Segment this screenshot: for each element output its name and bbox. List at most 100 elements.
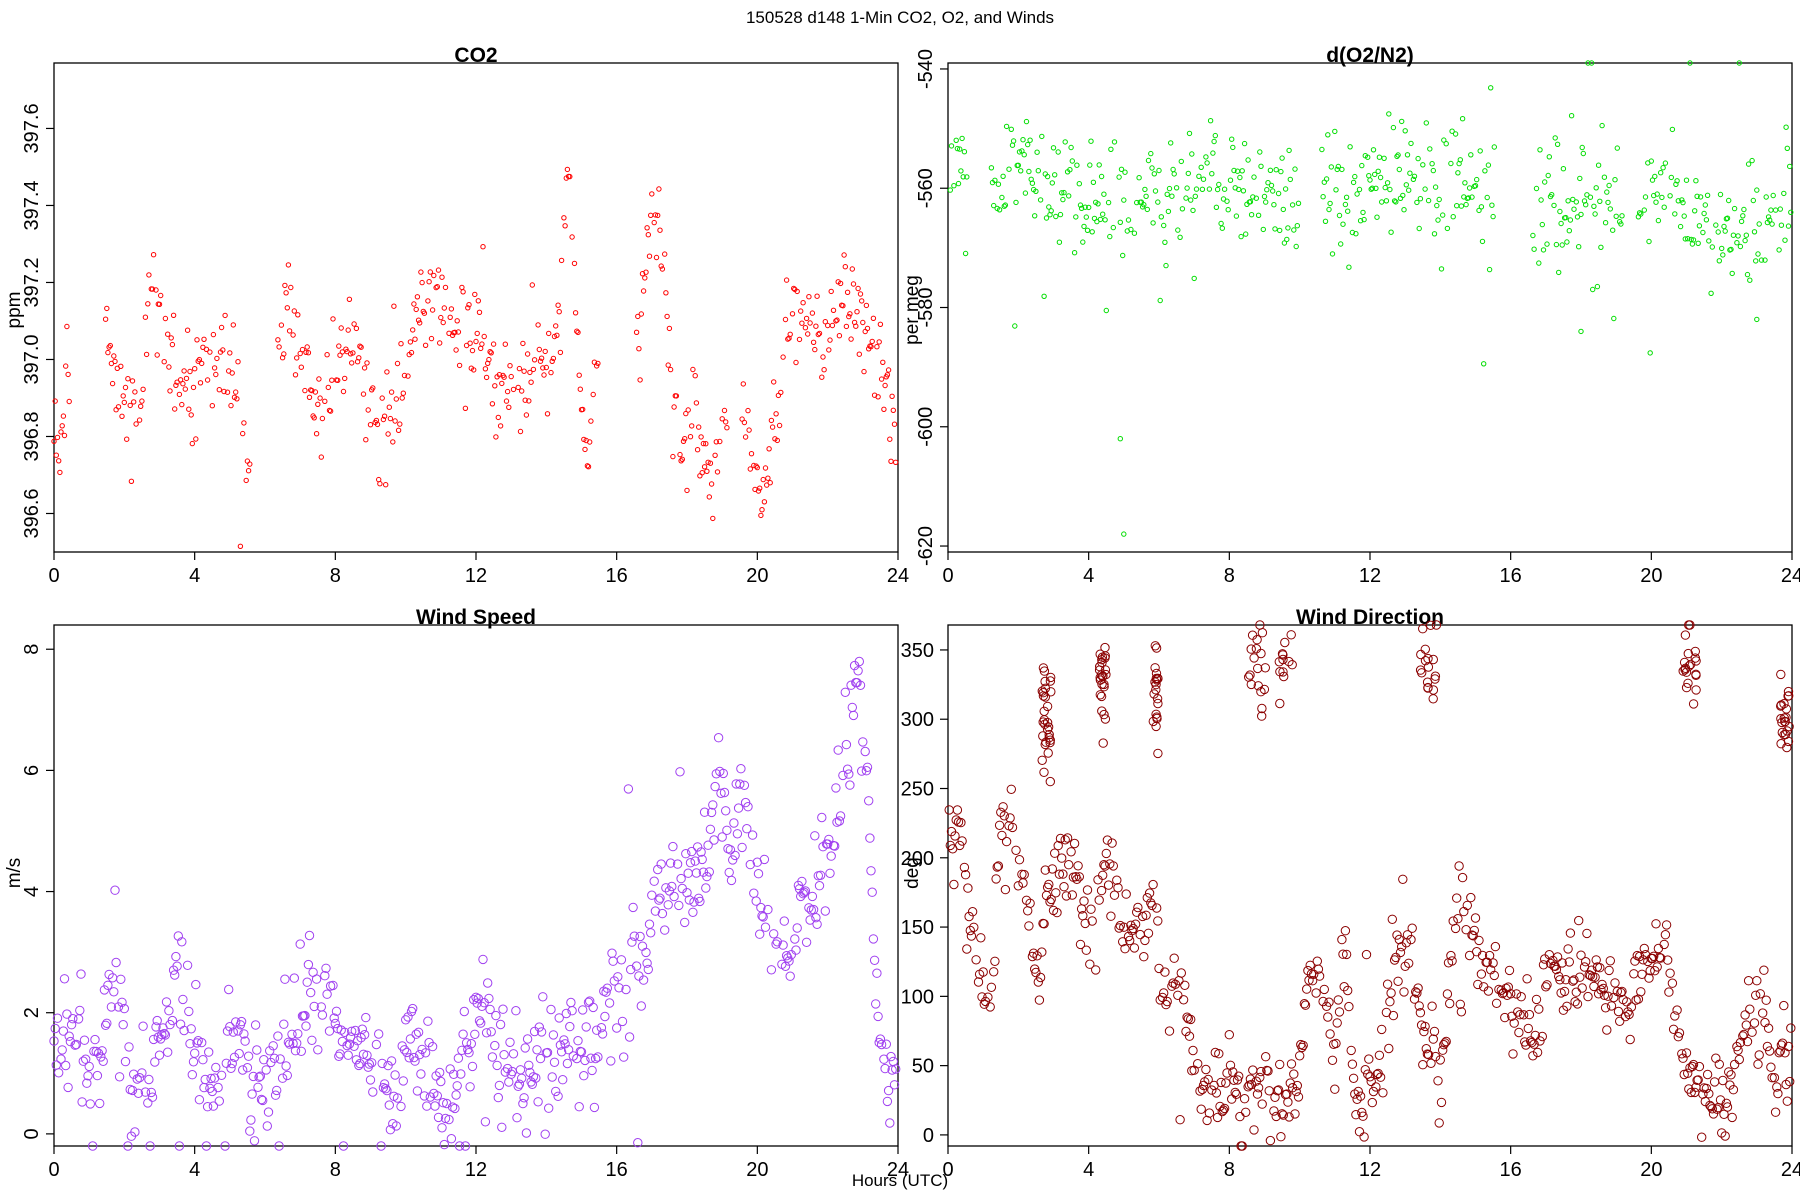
wind-direction-data-point xyxy=(1680,663,1691,673)
wind-direction-data-point xyxy=(1531,994,1542,1005)
wind-direction-data-point xyxy=(1365,1072,1375,1082)
wind-direction-data-point xyxy=(1217,1106,1228,1117)
wind-speed-data-point xyxy=(431,1071,441,1081)
wind-direction-data-point xyxy=(1773,1088,1783,1099)
wind-speed-data-point xyxy=(835,811,846,821)
co2-data-point xyxy=(854,309,860,315)
wind-direction-data-point xyxy=(1681,682,1692,693)
wind-direction-data-point xyxy=(1106,911,1116,921)
wind-direction-data-point xyxy=(1061,891,1072,901)
wind-speed-data-point xyxy=(293,1029,303,1039)
co2-data-point xyxy=(843,323,850,330)
wind-speed-data-point xyxy=(881,1039,891,1049)
wind-speed-data-point xyxy=(311,974,322,984)
wind-direction-data-point xyxy=(1290,1109,1300,1119)
wind-direction-data-point xyxy=(989,967,999,977)
wind-direction-data-point xyxy=(1749,1018,1760,1028)
wind-speed-data-point xyxy=(882,1096,893,1107)
wind-direction-data-point xyxy=(1503,982,1514,992)
wind-direction-data-point xyxy=(1414,1001,1424,1011)
co2-data-point xyxy=(61,432,68,439)
wind-speed-data-point xyxy=(669,891,679,902)
o2n2-data-point xyxy=(992,177,998,184)
o2n2-data-point xyxy=(1744,271,1751,278)
co2-data-point xyxy=(213,371,219,378)
wind-direction-data-point xyxy=(1188,1045,1198,1056)
wind-direction-data-point xyxy=(1211,1088,1222,1098)
wind-direction-data-point xyxy=(1683,678,1693,688)
wind-speed-data-point xyxy=(295,939,305,949)
co2-data-point xyxy=(543,364,549,371)
co2-data-point xyxy=(233,389,239,395)
wind-direction-data-point xyxy=(1142,893,1153,903)
co2-data-point xyxy=(803,315,810,322)
o2n2-data-point xyxy=(1059,190,1065,196)
wind-speed-data-point xyxy=(674,900,684,911)
o2n2-data-point xyxy=(1158,214,1165,220)
o2n2-data-point xyxy=(1580,150,1587,157)
wind-direction-data-point xyxy=(1039,767,1049,777)
wind-speed-data-point xyxy=(154,1050,165,1060)
co2-data-point xyxy=(841,252,847,258)
co2-data-point xyxy=(360,391,367,397)
wind-direction-data-point xyxy=(1034,995,1045,1005)
co2-data-point xyxy=(882,382,888,389)
o2n2-data-point xyxy=(1200,176,1207,182)
wind-direction-data-point xyxy=(1046,672,1056,683)
co2-data-point xyxy=(244,458,251,464)
o2n2-data-point xyxy=(953,137,959,144)
wind-speed-data-point xyxy=(182,960,193,970)
wind-speed-data-point xyxy=(597,1029,608,1039)
o2n2-data-point xyxy=(1708,290,1714,296)
wind-direction-data-point xyxy=(1252,1089,1263,1099)
o2n2-data-point xyxy=(1769,221,1775,227)
wind-direction-data-point xyxy=(1292,1080,1303,1091)
o2n2-data-point xyxy=(1275,190,1282,197)
co2-data-point xyxy=(311,415,317,421)
o2n2-data-point xyxy=(1267,167,1274,174)
o2n2-data-point xyxy=(1173,185,1180,191)
wind-direction-data-point xyxy=(1603,991,1613,1001)
o2n2-data-point xyxy=(1260,226,1267,233)
co2-data-point xyxy=(316,376,322,382)
wind-direction-data-point xyxy=(1469,925,1480,936)
wind-direction-data-point xyxy=(944,805,954,815)
co2-data-point xyxy=(712,452,718,458)
wind-direction-data-point xyxy=(1467,930,1477,940)
wind-speed-data-point xyxy=(449,1069,459,1080)
o2n2-data-point xyxy=(1576,244,1582,250)
wind-speed-data-point xyxy=(536,1027,547,1037)
o2n2-data-point xyxy=(964,174,970,180)
co2-data-point xyxy=(785,336,791,342)
o2n2-data-point xyxy=(958,168,964,174)
co2-data-point xyxy=(235,359,241,365)
co2-data-point xyxy=(149,286,156,292)
co2-data-point xyxy=(64,323,70,330)
wind-speed-data-point xyxy=(875,1034,886,1044)
co2-data-point xyxy=(102,316,109,322)
co2-data-point xyxy=(397,421,403,427)
wind-direction-data-point xyxy=(1755,989,1766,999)
wind-speed-data-point xyxy=(130,1127,140,1137)
o2n2-data-point xyxy=(1533,185,1540,192)
wind-speed-data-point xyxy=(437,1123,447,1133)
co2-data-point xyxy=(454,318,460,324)
co2-y-tick-label: 397.6 xyxy=(21,103,43,153)
o2n2-data-point xyxy=(1661,204,1667,210)
wind-speed-data-point xyxy=(763,904,773,915)
wind-speed-data-point xyxy=(742,824,752,834)
co2-data-point xyxy=(165,331,171,337)
co2-data-point xyxy=(156,301,163,307)
co2-data-point xyxy=(888,458,894,464)
wind-direction-data-point xyxy=(1525,1036,1536,1046)
wind-direction-data-point xyxy=(1693,1075,1703,1085)
wind-speed-data-point xyxy=(398,1076,408,1086)
o2n2-data-point xyxy=(1150,220,1156,226)
wind-direction-data-point xyxy=(1490,941,1501,952)
wind-direction-data-point xyxy=(1096,885,1107,896)
wind-speed-data-point xyxy=(77,1097,87,1107)
wind-direction-data-point xyxy=(1678,1053,1688,1063)
o2n2-data-point xyxy=(1463,201,1469,208)
wind-direction-data-point xyxy=(1532,1047,1543,1058)
o2n2-data-point xyxy=(1067,167,1073,173)
